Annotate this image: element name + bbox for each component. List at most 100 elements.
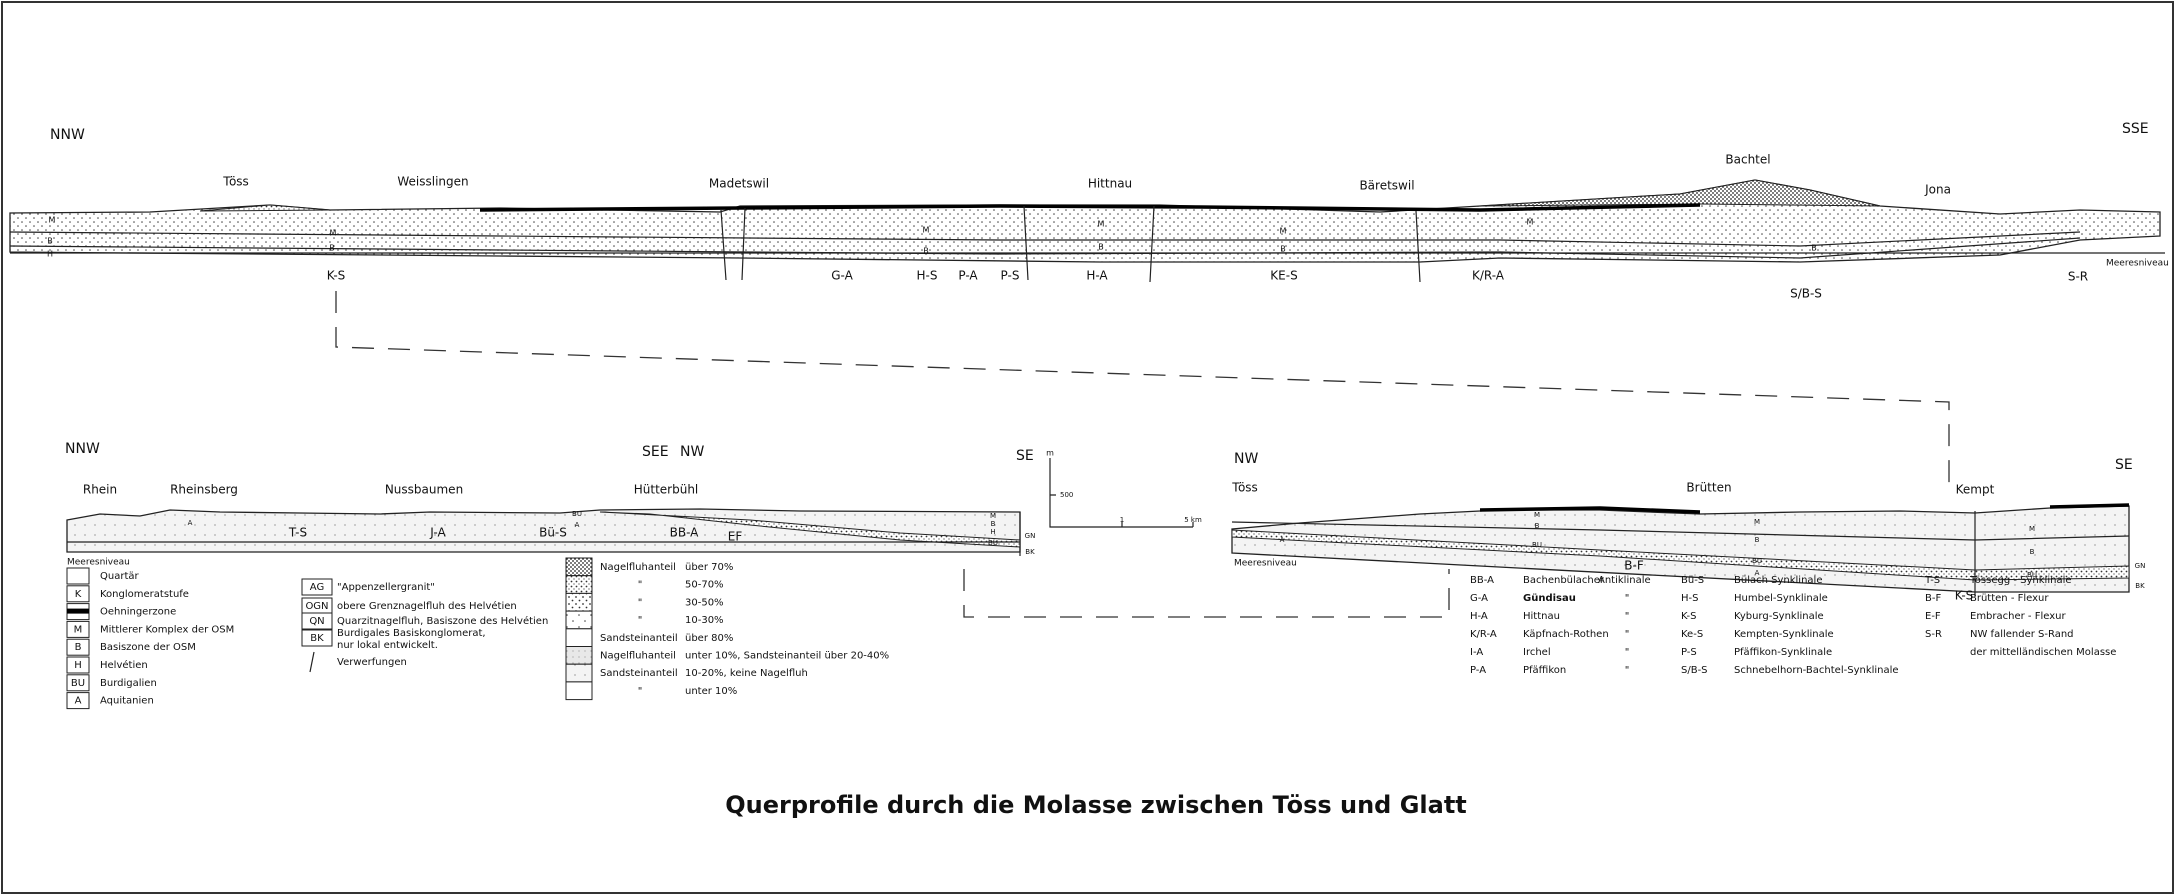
abbr-name: Hittnau [1523,611,1560,622]
layer-label: M [2029,525,2035,533]
legend-code: K [75,589,82,600]
legend-label: Burdigalien [100,678,157,689]
place-label: Bäretswil [1359,179,1414,193]
title: Querprofile durch die Molasse zwischen T… [725,791,1467,819]
abbr-code: G-A [1470,593,1488,604]
legend-label: 10-30% [685,615,724,626]
place-label: Hütterbühl [634,483,699,497]
place-label: Hittnau [1088,177,1132,191]
place-label: Rheinsberg [170,483,238,497]
legend-label: Aquitanien [100,696,154,707]
structure-label: KE-S [1270,269,1297,283]
frame [2,2,2173,893]
layer-label: A [1280,536,1285,544]
structure-label: Bü-S [539,526,567,540]
structure-label: H-S [917,269,938,283]
legend-label: Quarzitnagelfluh, Basiszone des Helvétie… [337,615,548,627]
structure-label: EF [728,530,743,544]
connector-line [336,291,1949,486]
direction-label: SEE [642,444,669,460]
abbr-code: S-R [1925,629,1942,640]
layer-label: B [1811,244,1817,253]
abbr-code: P-A [1470,665,1486,676]
legend-label: " [638,580,643,591]
layer-label: M [1527,218,1534,227]
place-label: Kempt [1956,483,1995,497]
abbr-code: BB-A [1470,575,1494,586]
layer-label: M [1534,511,1540,519]
legend-label: " [638,686,643,697]
abbr-kind: " [1625,593,1630,604]
place-label: Nussbaumen [385,483,463,497]
layer-label: BK [2135,582,2145,590]
legend-box [67,568,89,584]
abbr-name: Kyburg-Synklinale [1734,611,1824,622]
legend-label: Sandsteinanteil [600,668,678,679]
direction-label: NNW [65,441,100,457]
place-label: Brütten [1686,481,1731,495]
scale-label: 1 [1120,516,1124,524]
place-label: Rhein [83,483,117,497]
abbr-code: H-S [1681,593,1698,604]
legend-swatch [67,609,89,614]
legend-label: Mittlerer Komplex der OSM [100,624,234,635]
abbr-kind: Antiklinale [1598,575,1651,586]
abbr-code: I-A [1470,647,1483,658]
abbr-name: Pfäffikon [1523,665,1566,676]
abbr-name: Brütten - Flexur [1970,593,2049,604]
layer-label: BU [1752,557,1762,565]
legend-label: Verwerfungen [337,657,407,668]
structure-label: G-A [831,269,853,283]
abbr-code: Ke-S [1681,629,1703,640]
layer-label: M [1098,220,1105,229]
legend-label: nur lokal entwickelt. [337,640,438,651]
place-label: Töss [1231,481,1258,495]
layer-label: BU [1532,541,1542,549]
structure-label: H-A [1086,269,1108,283]
direction-label: SSE [2122,121,2149,137]
structure-label: K/R-A [1472,269,1505,283]
abbr-code: T-S [1924,575,1940,586]
legend-label: " [638,597,643,608]
legend-label: " [638,615,643,626]
layer-label: B [923,247,929,256]
abbr-name: NW fallender S-Rand [1970,629,2074,640]
structure-label: P-S [1001,269,1020,283]
layer-label: A [575,521,580,529]
legend-label: Nagelfluhanteil [600,562,676,573]
legend-label: 10-20%, keine Nagelfluh [685,668,808,679]
layer-label: M [330,229,337,238]
layer-label: M [49,216,56,225]
abbr-name: Embracher - Flexur [1970,611,2066,622]
legend-code: BK [310,633,324,644]
layer-label: B [2030,548,2035,556]
layer-label: BU [988,539,998,547]
abbr-code: H-A [1470,611,1488,622]
direction-label: SE [2115,457,2133,473]
abbr-name: Gündisau [1523,593,1576,604]
structure-label: J-A [429,526,446,540]
legend-label: unter 10% [685,686,737,697]
legend-code: M [74,624,83,635]
legend-label: obere Grenznagelfluh des Helvétien [337,600,517,612]
legend-code: B [75,642,82,653]
layer-label: GN [2135,562,2146,570]
abbr-code: B-F [1925,593,1941,604]
legend-code: BU [71,678,85,689]
layer-label: M [1754,518,1760,526]
legend-label: Sandsteinanteil [600,633,678,644]
structure-label: T-S [288,526,307,540]
legend-code: A [75,696,82,707]
abbr-kind: " [1625,611,1630,622]
figure: NNWSSETössWeisslingenMadetswilHittnauBär… [0,0,2175,895]
abbr-name: Bachenbülacher [1523,575,1605,586]
scale-label: 5 km [1184,516,1202,524]
structure-label: BB-A [670,526,700,540]
structure-label: S/B-S [1790,287,1822,301]
layer-label: BK [1025,548,1035,556]
abbr-code: S/B-S [1681,665,1708,676]
layer-label: M [1280,227,1287,236]
abbr-name: Humbel-Synklinale [1734,593,1828,604]
layer-label: H [47,250,53,259]
abbr-code: Bü-S [1681,575,1704,586]
